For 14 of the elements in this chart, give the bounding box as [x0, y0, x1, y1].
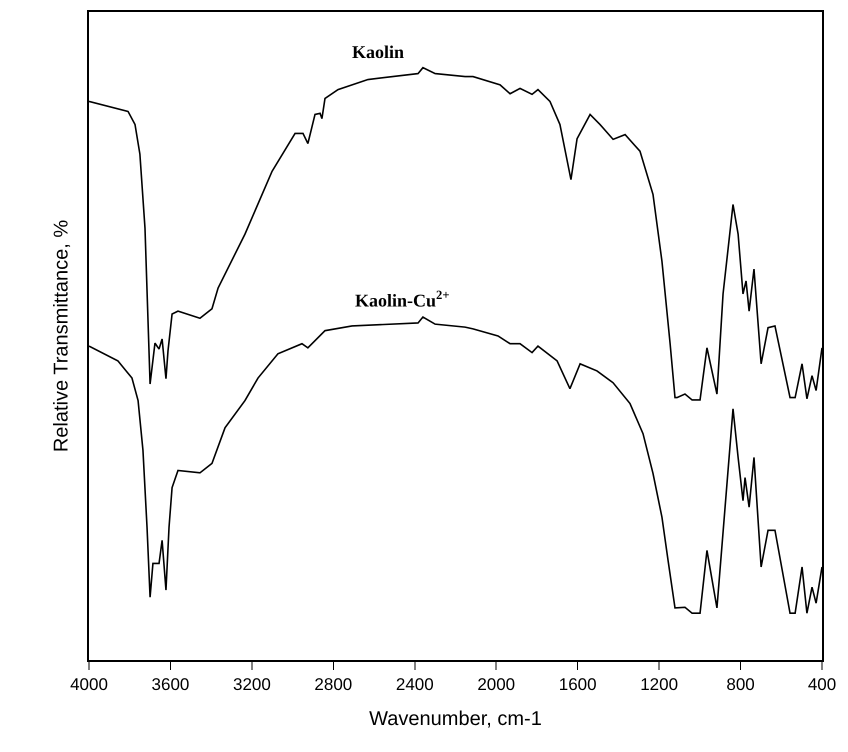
- x-tick-label: 1600: [558, 675, 597, 694]
- x-tick-label: 2800: [314, 675, 352, 694]
- y-axis-title: Relative Transmittance, %: [50, 220, 72, 452]
- x-tick-label: 1200: [640, 675, 678, 694]
- series-label: Kaolin-Cu$^{2+}$: [355, 288, 450, 311]
- x-tick-label: 4000: [70, 675, 108, 694]
- x-tick-label: 3600: [152, 675, 190, 694]
- x-tick-label: 800: [726, 675, 755, 694]
- series-label: Kaolin: [352, 42, 404, 62]
- x-tick-label: 2000: [477, 675, 516, 694]
- x-tick-label: 400: [808, 675, 836, 694]
- x-tick-label: 3200: [232, 675, 271, 694]
- x-tick-label: 2400: [396, 675, 434, 694]
- x-axis-title: Wavenumber, cm-1: [369, 708, 542, 730]
